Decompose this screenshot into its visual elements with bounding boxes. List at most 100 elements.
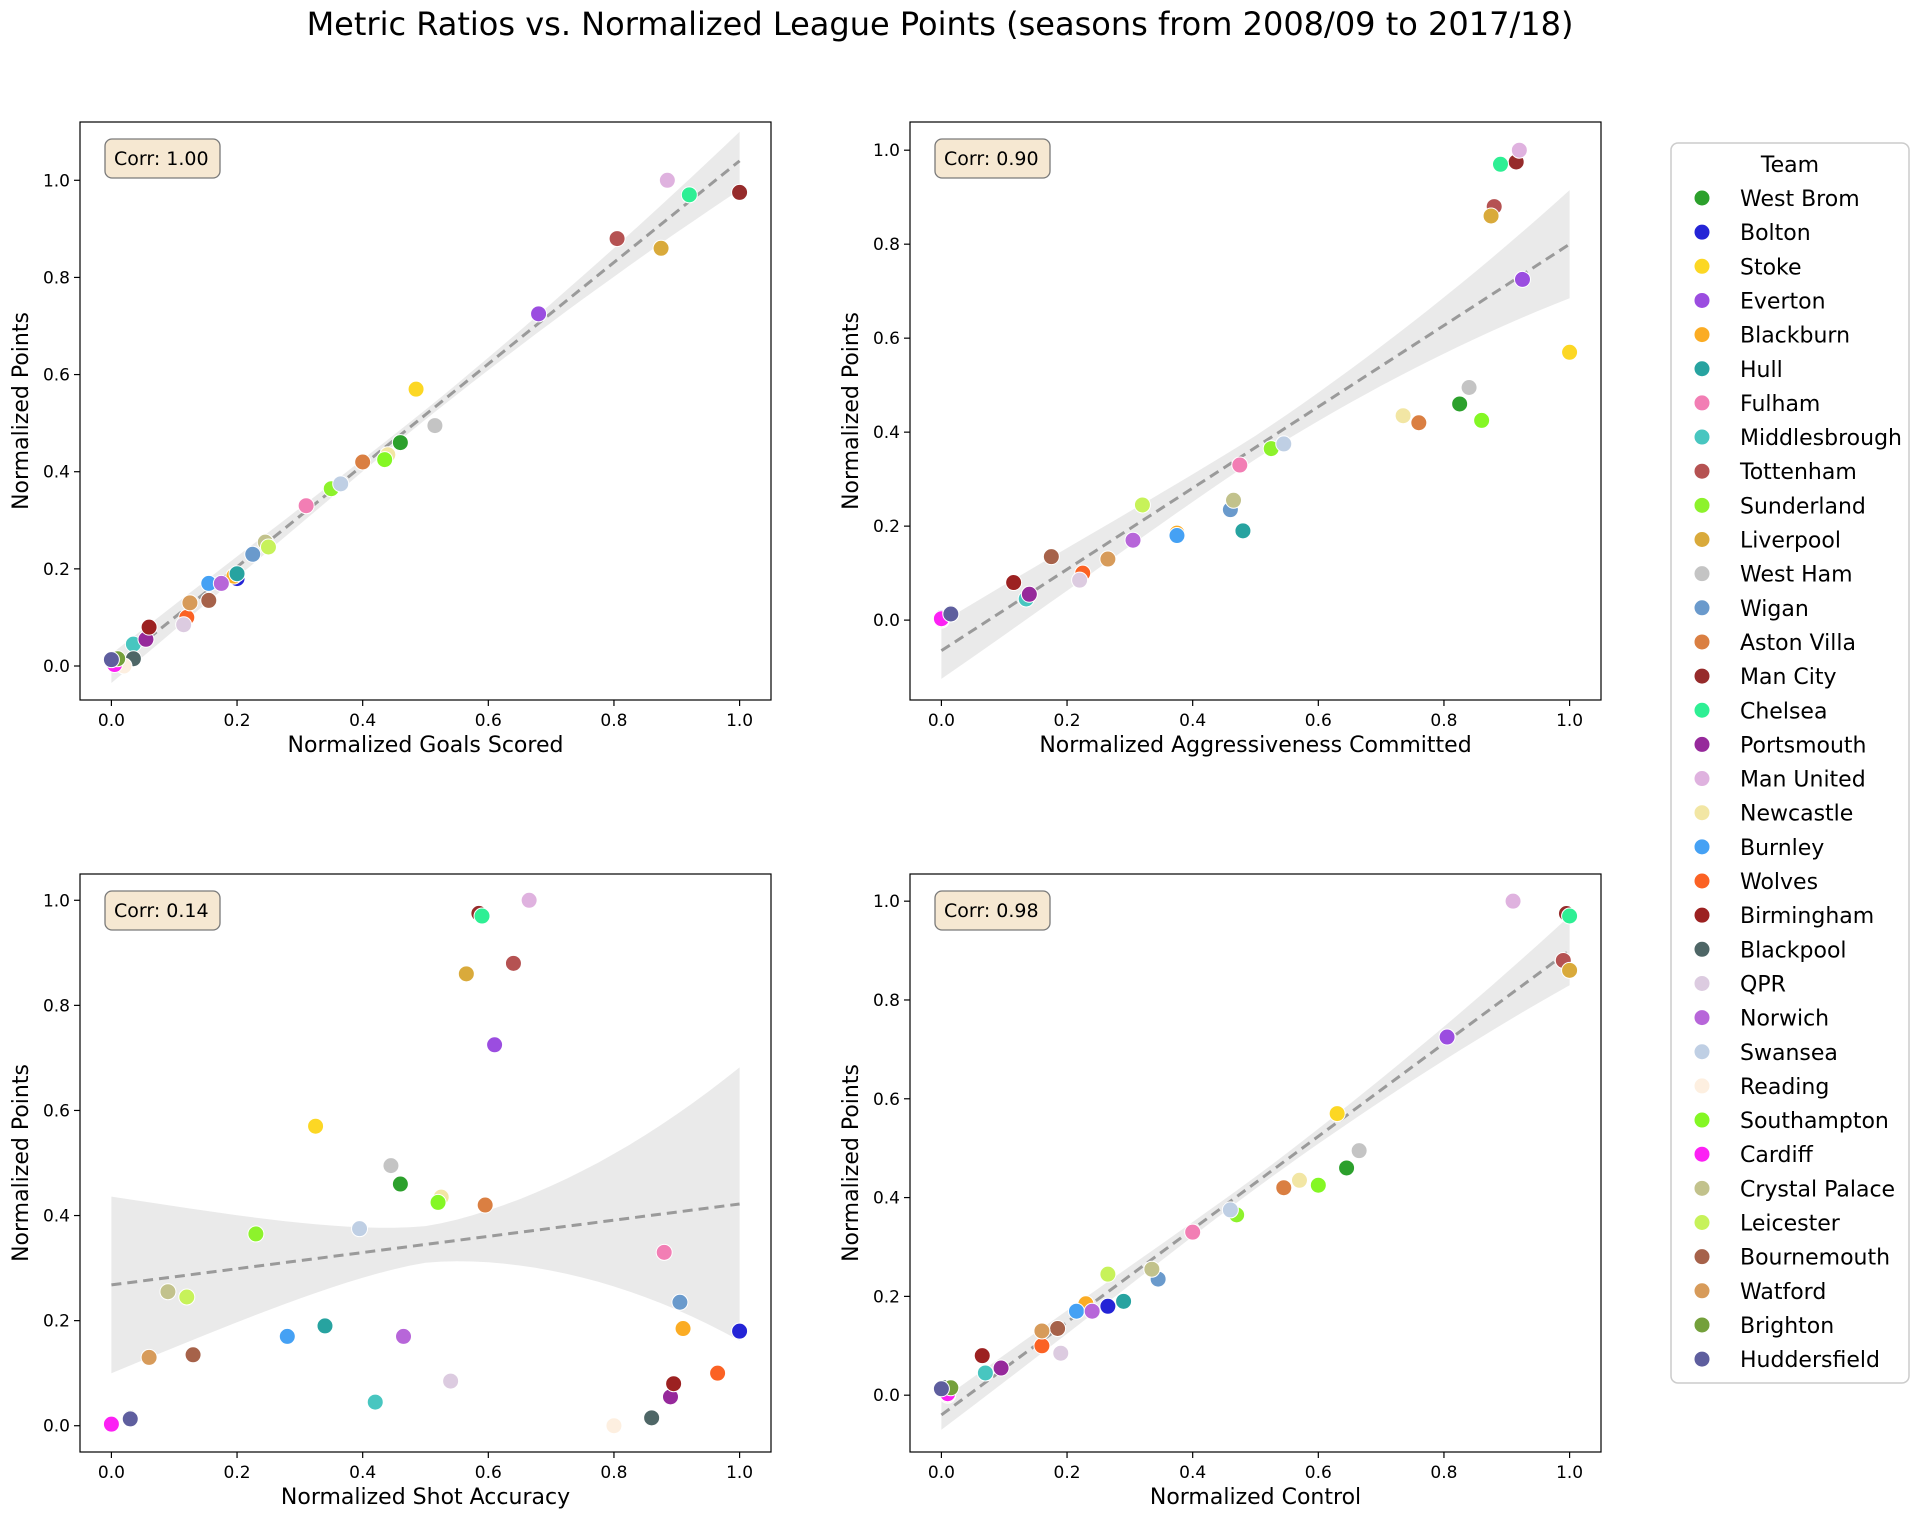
legend-item: Portsmouth	[1693, 733, 1866, 758]
legend-item: West Ham	[1693, 563, 1853, 588]
data-point	[391, 434, 409, 452]
legend-marker	[1693, 667, 1711, 685]
legend-item: Stoke	[1693, 255, 1802, 280]
legend-item: Cardiff	[1693, 1143, 1814, 1168]
x-tick-label: 0.2	[224, 1463, 251, 1483]
data-point	[121, 1410, 139, 1428]
data-point	[407, 380, 425, 398]
legend-marker	[1693, 701, 1711, 719]
data-point	[1221, 1201, 1239, 1219]
legend-marker	[1693, 462, 1711, 480]
y-tick-label: 0.6	[43, 1101, 70, 1121]
data-point	[181, 594, 199, 612]
y-axis-label: Normalized Points	[9, 1064, 34, 1262]
legend-label: Wigan	[1740, 597, 1809, 622]
legend-label: Swansea	[1740, 1041, 1838, 1066]
legend-item: Burnley	[1693, 836, 1824, 861]
data-point	[228, 565, 246, 583]
data-point	[731, 183, 749, 201]
subplot-1: 0.0 0.2 0.4 0.6 0.8 1.0 0.0 0.2 0.4 0.6 0.8 1.0 Norm…	[9, 121, 772, 758]
legend-marker	[1693, 804, 1711, 822]
data-point	[297, 497, 315, 515]
legend-item: Man City	[1693, 665, 1837, 690]
y-tick-label: 1.0	[43, 171, 70, 191]
legend-item: Sunderland	[1693, 494, 1866, 519]
correlation-box	[934, 890, 1051, 931]
y-tick-label: 0.8	[873, 235, 900, 255]
data-point	[184, 1346, 202, 1364]
legend-item: Everton	[1693, 289, 1826, 314]
y-axis-label: Normalized Points	[839, 1064, 864, 1262]
plot-frame	[79, 873, 772, 1453]
data-point	[504, 954, 522, 972]
x-tick-label: 0.8	[1430, 1463, 1457, 1483]
x-tick-label: 0.0	[98, 711, 125, 731]
legend-label: Leicester	[1740, 1212, 1841, 1237]
legend-item: Southampton	[1693, 1109, 1889, 1134]
legend-label: QPR	[1740, 972, 1786, 997]
y-tick-label: 0.8	[43, 996, 70, 1016]
legend-label: Brighton	[1740, 1314, 1834, 1339]
legend-item: Chelsea	[1693, 699, 1827, 724]
legend-marker	[1693, 940, 1711, 958]
data-point	[1067, 1302, 1085, 1320]
y-tick-label: 0.0	[43, 657, 70, 677]
data-point	[1124, 531, 1142, 549]
y-tick-label: 0.0	[873, 611, 900, 631]
x-tick-label: 1.0	[726, 1463, 753, 1483]
data-point	[351, 1220, 369, 1238]
data-point	[376, 451, 394, 469]
data-point	[102, 651, 120, 669]
data-point	[1099, 1265, 1117, 1283]
legend-label: Everton	[1740, 289, 1826, 314]
data-point	[973, 1347, 991, 1365]
legend-label: West Ham	[1740, 563, 1853, 588]
x-tick-label: 0.8	[1430, 711, 1457, 731]
y-tick-label: 0.6	[873, 1090, 900, 1110]
data-point	[1438, 1028, 1456, 1046]
legend-item: Newcastle	[1693, 802, 1853, 827]
x-tick-label: 0.8	[600, 711, 627, 731]
legend-item: QPR	[1693, 972, 1786, 997]
legend-item: Reading	[1693, 1075, 1829, 1100]
legend-marker	[1693, 735, 1711, 753]
legend: Team West Brom Bolton Stoke Everton Blackbur…	[1670, 142, 1910, 1384]
legend-label: Crystal Palace	[1740, 1177, 1895, 1202]
data-point	[942, 605, 960, 623]
x-tick-label: 0.4	[1179, 1463, 1206, 1483]
legend-item: Swansea	[1693, 1041, 1838, 1066]
data-point	[1482, 207, 1500, 225]
legend-item: Brighton	[1693, 1314, 1834, 1339]
y-tick-label: 0.8	[43, 268, 70, 288]
legend-item: Hull	[1693, 358, 1783, 383]
legend-label: Fulham	[1740, 392, 1820, 417]
legend-label: Southampton	[1740, 1109, 1889, 1134]
legend-marker	[1693, 326, 1711, 344]
x-tick-label: 1.0	[1556, 711, 1583, 731]
data-point	[1083, 1302, 1101, 1320]
x-axis-label: Normalized Shot Accuracy	[281, 1485, 570, 1510]
legend-label: Reading	[1740, 1075, 1829, 1100]
legend-marker	[1693, 838, 1711, 856]
x-tick-label: 0.6	[475, 711, 502, 731]
correlation-label: Corr: 0.90	[944, 148, 1039, 170]
legend-label: Wolves	[1740, 870, 1818, 895]
data-point	[102, 1415, 120, 1433]
data-point	[1231, 456, 1249, 474]
data-point	[140, 618, 158, 636]
legend-item: Blackburn	[1693, 324, 1850, 349]
data-point	[159, 1283, 177, 1301]
legend-label: West Brom	[1740, 187, 1860, 212]
legend-item: Huddersfield	[1693, 1348, 1880, 1373]
legend-marker	[1693, 1111, 1711, 1129]
legend-item: Wolves	[1693, 870, 1818, 895]
data-point	[1042, 548, 1060, 566]
data-point	[1328, 1105, 1346, 1123]
legend-label: Watford	[1740, 1280, 1826, 1305]
legend-marker	[1693, 257, 1711, 275]
x-tick-label: 0.0	[98, 1463, 125, 1483]
legend-marker	[1693, 974, 1711, 992]
confidence-band	[111, 1067, 740, 1374]
x-tick-label: 0.6	[1305, 1463, 1332, 1483]
legend-label: Bolton	[1740, 221, 1811, 246]
